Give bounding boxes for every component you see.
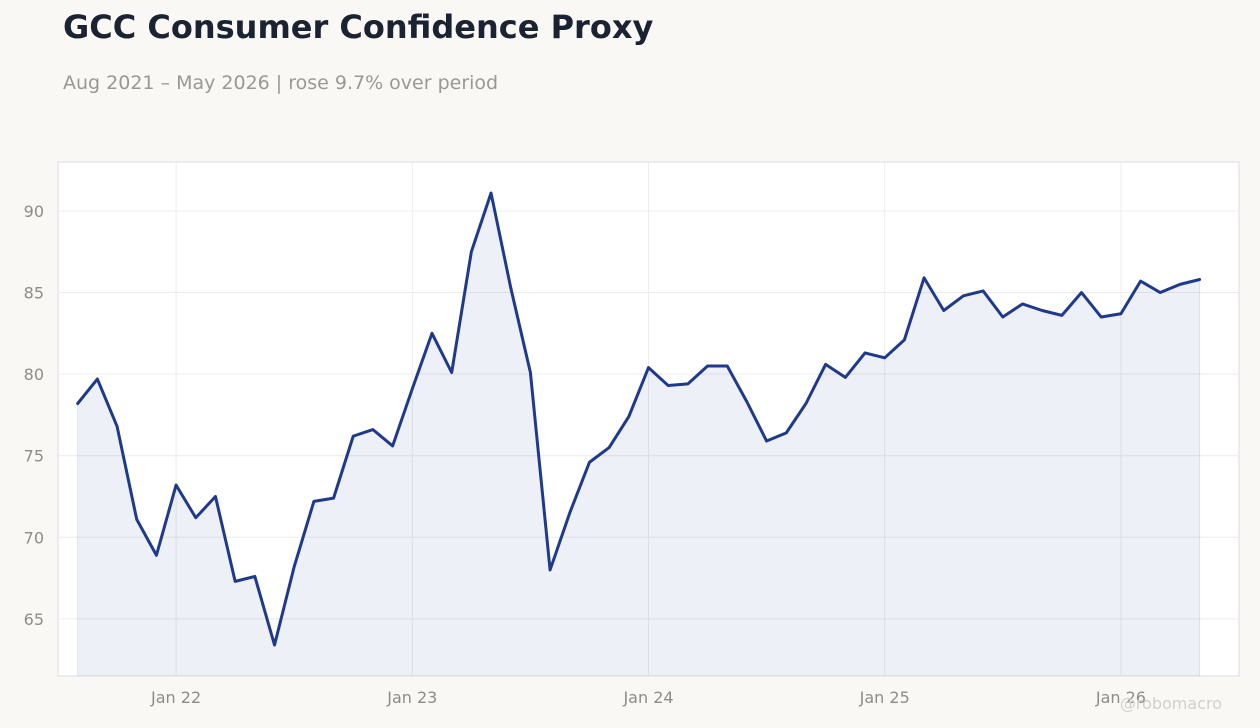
data-point-2023-09: [569, 512, 571, 514]
data-point-2023-03: [451, 371, 453, 374]
area-edge-lines: [77, 279, 1201, 676]
data-point-2026-04: [1179, 283, 1181, 285]
data-point-2022-01: [175, 484, 177, 486]
data-point-2025-04: [943, 309, 945, 312]
data-point-2025-01: [884, 357, 886, 359]
data-point-2025-10: [1061, 314, 1063, 316]
data-point-2026-03: [1159, 291, 1161, 294]
data-point-2025-07: [1002, 316, 1004, 318]
data-point-2022-12: [392, 445, 394, 447]
data-point-2024-04: [706, 365, 709, 367]
data-point-2022-10: [352, 435, 354, 437]
data-point-2022-08: [313, 500, 315, 503]
data-point-2024-05: [726, 365, 728, 367]
x-tick-label: Jan 23: [386, 688, 437, 707]
data-point-2025-08: [1021, 303, 1024, 305]
data-point-2022-03: [214, 495, 217, 498]
series-area-fill: [77, 193, 1200, 676]
grid-lines: [58, 162, 1239, 676]
x-tick-label: Jan 26: [1095, 688, 1146, 707]
data-point-2023-01: [411, 388, 413, 390]
data-point-2024-10: [825, 363, 827, 365]
data-point-2025-12: [1100, 316, 1102, 318]
data-point-2021-11: [136, 518, 138, 520]
y-tick-label: 85: [24, 284, 44, 303]
data-point-2023-11: [608, 446, 610, 449]
x-tick-label: Jan 25: [859, 688, 910, 707]
x-tick-label: Jan 22: [150, 688, 201, 707]
data-point-2026-05: [1199, 278, 1201, 281]
data-point-2023-07: [529, 371, 532, 374]
data-point-2023-02: [431, 332, 433, 334]
x-tick-label: Jan 24: [622, 688, 673, 707]
y-tick-label: 75: [24, 447, 44, 466]
data-point-2026-01: [1120, 313, 1122, 315]
data-point-2023-06: [510, 287, 512, 289]
data-point-2025-03: [923, 277, 925, 279]
data-point-2023-05: [490, 192, 492, 194]
y-tick-label: 90: [24, 202, 44, 221]
watermark: @robomacro: [1119, 694, 1222, 713]
data-point-2024-11: [844, 376, 846, 378]
data-point-2024-03: [687, 383, 689, 385]
data-point-2022-05: [254, 575, 256, 578]
data-point-2022-06: [273, 644, 276, 646]
chart-subtitle: Aug 2021 – May 2026 | rose 9.7% over per…: [63, 72, 499, 94]
data-point-2022-02: [195, 517, 197, 519]
data-point-2022-11: [372, 429, 374, 431]
series-line: [76, 191, 1202, 647]
chart-title: GCC Consumer Confidence Proxy: [63, 8, 654, 46]
y-tick-label: 80: [24, 365, 44, 384]
x-axis-tick-labels: Jan 22 Jan 23 Jan 24 Jan 25 Jan 26: [150, 688, 1146, 707]
data-point-2024-06: [746, 401, 748, 403]
data-point-2025-06: [982, 290, 984, 292]
data-point-2025-02: [903, 339, 905, 341]
data-points: [77, 192, 1201, 646]
data-point-2023-10: [588, 461, 591, 463]
data-point-2023-08: [549, 569, 551, 571]
y-axis-tick-labels: 65 70 75 80 85 90: [24, 202, 44, 629]
data-point-2024-07: [766, 440, 768, 442]
y-tick-label: 70: [24, 528, 44, 547]
data-point-2021-10: [116, 425, 118, 427]
data-point-2022-07: [293, 566, 295, 568]
data-point-2025-11: [1080, 291, 1083, 294]
data-point-2024-02: [667, 384, 669, 387]
data-point-2021-12: [155, 554, 158, 556]
y-tick-label: 65: [24, 610, 44, 629]
data-point-2024-12: [864, 352, 866, 354]
data-point-2022-09: [332, 497, 335, 499]
data-point-2023-04: [470, 251, 472, 253]
data-point-2022-04: [234, 580, 236, 582]
data-point-2024-09: [805, 402, 807, 405]
data-point-2021-09: [96, 378, 98, 380]
data-point-2023-12: [628, 415, 630, 418]
data-point-2024-08: [785, 432, 787, 434]
data-point-2025-09: [1041, 309, 1043, 312]
data-point-2025-05: [962, 295, 965, 297]
data-point-2021-08: [77, 402, 79, 405]
data-point-2026-02: [1139, 280, 1142, 282]
data-point-2024-01: [647, 367, 650, 369]
